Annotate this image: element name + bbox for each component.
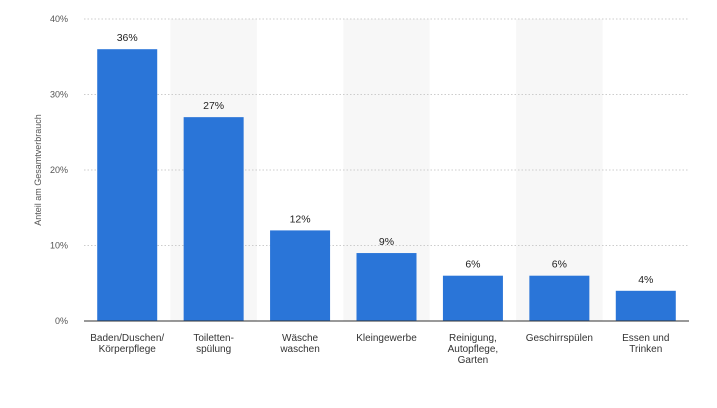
- data-label: 12%: [290, 213, 311, 225]
- x-tick-label-line: waschen: [279, 344, 319, 355]
- x-tick-label: Kleingewerbe: [356, 333, 417, 344]
- bar: [183, 117, 244, 322]
- x-tick-label-line: Essen und: [622, 333, 669, 344]
- y-tick-label: 20%: [50, 165, 68, 175]
- data-label: 6%: [552, 259, 567, 271]
- x-tick-label-line: Kleingewerbe: [356, 333, 417, 344]
- data-label: 36%: [117, 32, 138, 44]
- y-tick-label: 40%: [50, 14, 68, 24]
- bar: [442, 275, 503, 321]
- x-tick-label-line: Baden/Duschen/: [90, 333, 164, 344]
- data-label: 27%: [203, 100, 224, 112]
- bar: [615, 290, 676, 321]
- bar: [529, 275, 590, 321]
- y-tick-label: 30%: [50, 90, 68, 100]
- bar: [97, 49, 158, 321]
- x-tick-label-line: Autopflege,: [448, 344, 499, 355]
- bar: [356, 253, 417, 321]
- x-tick-label: Toiletten-spülung: [193, 333, 234, 355]
- x-tick-label: Reinigung, Autopflege, Garten: [448, 333, 499, 366]
- x-tick-label-line: Körperpflege: [99, 344, 157, 355]
- y-tick-label: 10%: [50, 241, 68, 251]
- x-tick-label-line: Geschirrspülen: [526, 333, 593, 344]
- x-tick-label-line: Trinken: [629, 344, 662, 355]
- x-tick-label-line: Garten: [458, 355, 489, 366]
- bar: [270, 230, 331, 321]
- x-tick-label-line: Wäsche: [282, 333, 319, 344]
- x-tick-label-line: Toiletten-: [193, 333, 234, 344]
- data-label: 9%: [379, 236, 394, 248]
- x-tick-label: Wäsche waschen: [279, 333, 319, 355]
- x-tick-label: Geschirrspülen: [526, 333, 593, 344]
- x-tick-label-line: Reinigung,: [449, 333, 497, 344]
- x-tick-label: Baden/Duschen/Körperpflege: [90, 333, 164, 355]
- y-tick-label: 0%: [55, 316, 68, 326]
- data-label: 6%: [465, 259, 480, 271]
- x-tick-label: Essen und Trinken: [622, 333, 669, 355]
- x-tick-label-line: spülung: [196, 344, 231, 355]
- data-label: 4%: [638, 274, 653, 286]
- y-axis-title: Anteil am Gesamtverbrauch: [33, 114, 43, 226]
